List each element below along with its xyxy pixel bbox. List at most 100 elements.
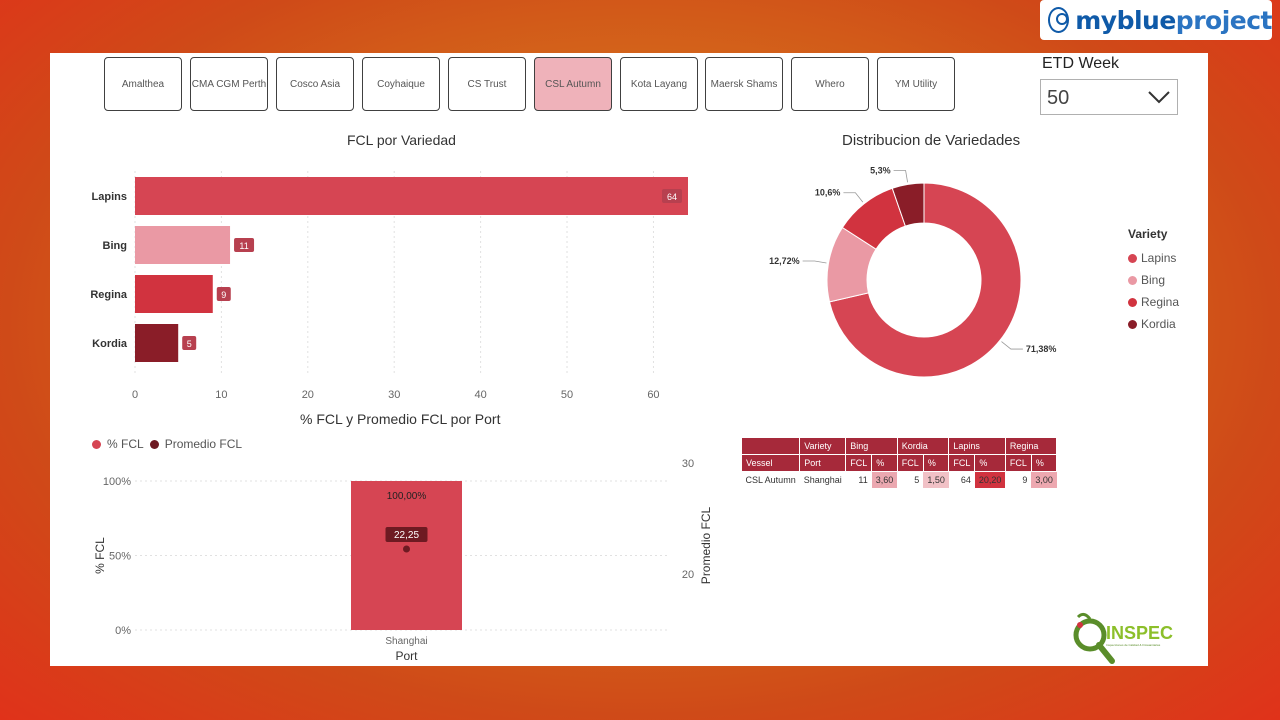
bar	[351, 481, 462, 630]
table-cell: 1,50	[923, 471, 949, 488]
leader-line	[802, 260, 827, 264]
x-tick-label: 30	[388, 389, 400, 401]
table-header: FCL	[948, 454, 976, 472]
legend-label-pct-fcl[interactable]: % FCL	[107, 437, 144, 451]
y2-tick-label: 30	[682, 458, 694, 470]
table-header: %	[922, 454, 950, 472]
table-cell: 5	[914, 475, 920, 485]
x-tick-label: 40	[475, 389, 487, 401]
fcl-port-combo-chart: 0% 50% 100% 20 30 % FCL Promedio FCL 100,00% 22,…	[93, 458, 713, 663]
slice-label: 5,3%	[870, 166, 891, 176]
etd-week-dropdown[interactable]: 50	[1040, 79, 1178, 115]
legend-item[interactable]: Lapins	[1128, 247, 1179, 269]
bar	[135, 275, 213, 313]
table-header: Port	[799, 454, 847, 472]
etd-week-title: ETD Week	[1042, 55, 1120, 72]
bar	[135, 226, 231, 264]
vessel-tab[interactable]: Maersk Shams	[705, 57, 783, 111]
x-tick-label: 20	[302, 389, 314, 401]
table-cell: 11	[858, 475, 868, 485]
category-label: Kordia	[92, 338, 128, 350]
slice-label: 12,72%	[769, 256, 800, 266]
category-label: Regina	[90, 289, 128, 301]
inspec-name: INSPEC	[1106, 623, 1174, 643]
vessel-tab[interactable]: Amalthea	[104, 57, 182, 111]
table-header: Vessel	[740, 454, 801, 472]
combo-legend: % FCL Promedio FCL	[92, 437, 242, 451]
point-data-label: 22,25	[394, 530, 419, 541]
table-cell: 9	[1022, 475, 1028, 485]
table-header-row: Variety Bing Kordia Lapins Regina	[740, 437, 1058, 455]
inspec-tagline: Inspecciones de Calidad & Fitosanitarias	[1106, 643, 1161, 647]
data-label-bg	[234, 238, 255, 252]
x-tick-label: Shanghai	[385, 636, 427, 647]
variety-legend: Variety Lapins Bing Regina Kordia	[1128, 227, 1179, 335]
inspec-magnifier-icon	[1073, 612, 1115, 664]
slice-label: 10,6%	[815, 188, 841, 198]
x-tick-label: 50	[561, 389, 573, 401]
y2-tick-label: 20	[682, 569, 694, 581]
table-cell: CSL Autumn	[745, 475, 796, 485]
legend-dot	[149, 439, 159, 449]
y-tick-label: 100%	[103, 476, 131, 488]
y2-axis-label: Promedio FCL	[699, 507, 713, 585]
table-cell: 20,20	[974, 471, 1006, 488]
donut-slice	[891, 182, 925, 227]
etd-week-value: 50	[1047, 87, 1070, 109]
combo-chart-title: % FCL y Promedio FCL por Port	[300, 411, 501, 427]
data-label-bg	[216, 287, 231, 301]
point-label-bg	[385, 527, 428, 543]
table-row[interactable]: CSL Autumn Shanghai 11 3,60 5 1,50 64 20…	[742, 471, 1057, 488]
table-header: %	[871, 454, 898, 472]
leader-line	[843, 192, 864, 203]
vessel-tab[interactable]: Coyhaique	[362, 57, 440, 111]
legend-item[interactable]: Regina	[1128, 291, 1179, 313]
x-tick-label: 60	[647, 389, 659, 401]
x-tick-label: 10	[215, 389, 227, 401]
vessel-tab[interactable]: CS Trust	[448, 57, 526, 111]
table-cell: 3,60	[871, 471, 898, 488]
category-label: Lapins	[92, 191, 127, 203]
y-axis-label: % FCL	[93, 537, 107, 574]
table-header: %	[1030, 454, 1058, 472]
donut-chart-title: Distribucion de Variedades	[842, 132, 1021, 149]
table-header	[740, 437, 801, 455]
distribucion-donut-chart: 71,38% 12,72% 10,6% 5,3%	[769, 166, 1057, 378]
table-header: FCL	[896, 454, 924, 472]
legend-label-promedio[interactable]: Promedio FCL	[164, 437, 243, 451]
brand-icon	[1048, 7, 1070, 33]
vessel-tab[interactable]: Whero	[791, 57, 869, 111]
donut-slice	[828, 182, 1022, 378]
data-label: 9	[221, 290, 226, 300]
legend-dot	[92, 439, 101, 449]
chevron-down-icon	[1148, 91, 1170, 104]
category-label: Bing	[103, 240, 127, 252]
table-header: Bing	[845, 437, 898, 455]
vessel-tab[interactable]: Cosco Asia	[276, 57, 354, 111]
variety-matrix-table: Variety Bing Kordia Lapins Regina Vessel…	[740, 437, 1058, 488]
table-header: Regina	[1004, 437, 1058, 455]
bar-data-label: 100,00%	[387, 491, 427, 502]
brand-name: myblueproject	[1075, 5, 1272, 35]
data-label: 11	[239, 241, 248, 251]
table-header: Variety	[799, 437, 847, 455]
vessel-tab-selected[interactable]: CSL Autumn	[534, 57, 612, 111]
legend-item[interactable]: Kordia	[1128, 313, 1179, 335]
leader-line	[1001, 341, 1023, 350]
bar	[135, 177, 688, 215]
vessel-tab[interactable]: Kota Layang	[620, 57, 698, 111]
table-header: FCL	[845, 454, 873, 472]
legend-item[interactable]: Bing	[1128, 269, 1179, 291]
slice-label: 71,38%	[1026, 344, 1057, 354]
table-header: Lapins	[948, 437, 1006, 455]
fcl-por-variedad-chart: 0 10 20 30 40 50 60 Lapins 64 Bing 11 Regina 9 Kordia…	[90, 171, 688, 401]
line-point	[403, 545, 410, 553]
bar-chart-title: FCL por Variedad	[347, 132, 456, 148]
data-label: 5	[187, 339, 192, 349]
report-canvas: Amalthea CMA CGM Perth Cosco Asia Coyhai…	[50, 53, 1208, 666]
data-label-bg	[662, 189, 682, 203]
data-label: 64	[667, 192, 677, 202]
vessel-tab[interactable]: YM Utility	[877, 57, 955, 111]
inspec-logo: INSPEC Inspecciones de Calidad & Fitosan…	[1068, 611, 1180, 670]
vessel-tab[interactable]: CMA CGM Perth	[190, 57, 268, 111]
